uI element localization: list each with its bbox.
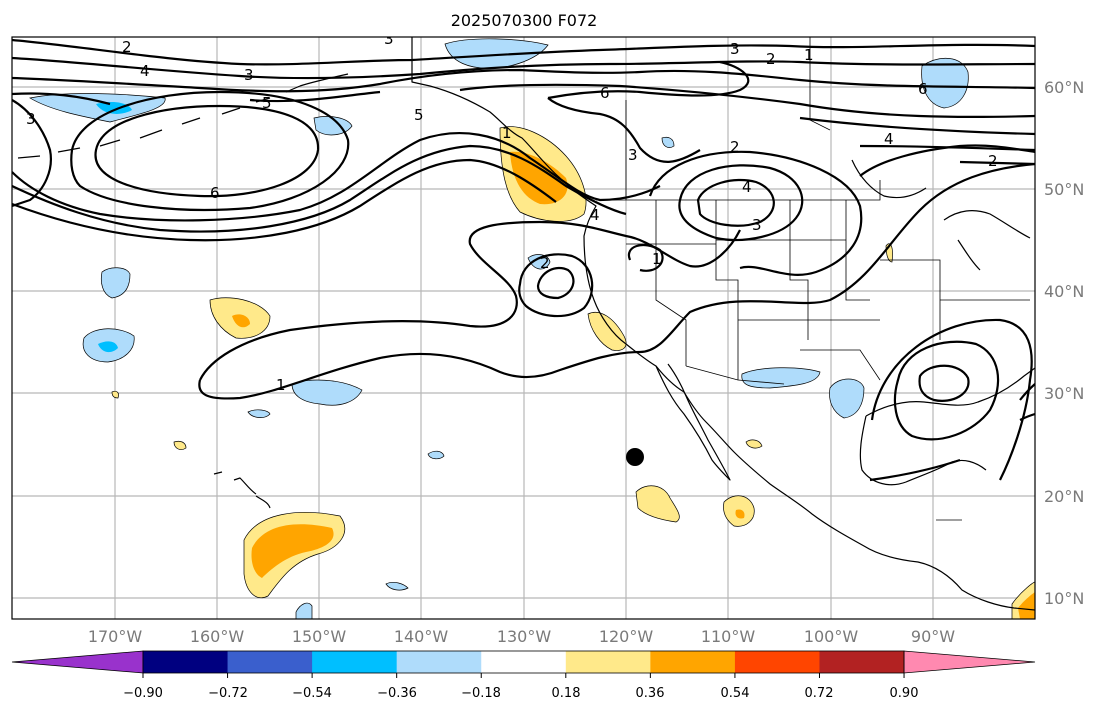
- colorbar-label: −0.54: [292, 686, 332, 701]
- colorbar-label: 0.54: [721, 686, 750, 701]
- lon-label: 170°W: [88, 627, 143, 646]
- contour-label: 1: [276, 376, 286, 394]
- contour-label: 3: [26, 110, 36, 128]
- contour-label: 3: [384, 30, 394, 48]
- lat-labels: 60°N 50°N 40°N 30°N 20°N 10°N: [1044, 78, 1084, 608]
- colorbar-swatch: [565, 651, 651, 673]
- colorbar-swatch: [143, 651, 229, 673]
- contour-label: 6: [210, 184, 220, 202]
- lat-label: 50°N: [1044, 180, 1084, 199]
- lon-label: 140°W: [394, 627, 449, 646]
- contour-label: 1: [804, 46, 814, 64]
- colorbar-label: 0.90: [890, 686, 919, 701]
- colorbar-swatch: [481, 651, 567, 673]
- colorbar-label: −0.18: [461, 686, 501, 701]
- colorbar-swatch: [312, 651, 398, 673]
- lon-label: 150°W: [292, 627, 347, 646]
- lon-label: 160°W: [190, 627, 245, 646]
- colorbar-extend-high: [903, 650, 1036, 674]
- contour-label: 4: [140, 62, 150, 80]
- contour-label: 2: [988, 152, 998, 170]
- contour-label: 3: [752, 216, 762, 234]
- map-title: 2025070300 F072: [451, 11, 598, 30]
- lon-label: 90°W: [911, 627, 955, 646]
- contour-label: 4: [884, 130, 894, 148]
- borders: [596, 37, 1030, 521]
- colorbar-outline: [142, 650, 905, 674]
- contour-label: 2: [730, 138, 740, 156]
- colorbar-labels: −0.90 −0.72 −0.54 −0.36 −0.18 0.18 0.36 …: [123, 686, 918, 701]
- contour-label: 4: [590, 206, 600, 224]
- colorbar-swatch: [734, 651, 821, 673]
- lat-label: 30°N: [1044, 384, 1084, 403]
- colorbar-label: 0.18: [552, 686, 581, 701]
- lat-label: 20°N: [1044, 487, 1084, 506]
- colorbar-label: −0.72: [208, 686, 248, 701]
- contour-label: 2: [540, 254, 550, 272]
- contour-label: 6: [600, 84, 610, 102]
- colorbar-label: −0.90: [123, 686, 163, 701]
- colorbar-label: −0.36: [377, 686, 417, 701]
- colorbar-swatch: [819, 651, 905, 673]
- contour-label: 1: [652, 250, 662, 268]
- contour-label: 3: [628, 146, 638, 164]
- colorbar-swatch: [396, 651, 482, 673]
- contour-label: 3: [730, 40, 740, 58]
- lon-label: 100°W: [804, 627, 859, 646]
- colorbar-label: 0.72: [805, 686, 834, 701]
- contour-lines: [12, 38, 1035, 482]
- contour-label: 3: [244, 66, 254, 84]
- contour-label: 2: [122, 38, 132, 56]
- colorbar-extend-low: [11, 650, 144, 674]
- lon-label: 130°W: [497, 627, 552, 646]
- map-frame: [11, 36, 1036, 620]
- contour-label: 6: [918, 80, 928, 98]
- lon-labels: 170°W 160°W 150°W 140°W 130°W 120°W 110°…: [88, 627, 955, 646]
- colorbar-swatch: [227, 651, 313, 673]
- lat-label: 60°N: [1044, 78, 1084, 97]
- contour-label: 4: [742, 178, 752, 196]
- lat-label: 40°N: [1044, 282, 1084, 301]
- location-marker: [626, 448, 644, 466]
- coastlines: [17, 37, 1035, 611]
- lat-label: 10°N: [1044, 589, 1084, 608]
- contour-labels: 2 3 4 5 6 3 5 6 3 3 2 1 4 6 2 4 4 3 2 1 …: [26, 30, 998, 394]
- colorbar-swatch: [650, 651, 736, 673]
- colorbar: −0.90 −0.72 −0.54 −0.36 −0.18 0.18 0.36 …: [11, 650, 1036, 701]
- contour-label: 5: [414, 106, 424, 124]
- shaded-field: [29, 38, 1035, 619]
- contour-label: 5: [262, 94, 272, 112]
- colorbar-label: 0.36: [636, 686, 665, 701]
- lon-label: 120°W: [599, 627, 654, 646]
- contour-label: 2: [766, 50, 776, 68]
- lon-label: 110°W: [701, 627, 756, 646]
- contour-label: 1: [502, 124, 512, 142]
